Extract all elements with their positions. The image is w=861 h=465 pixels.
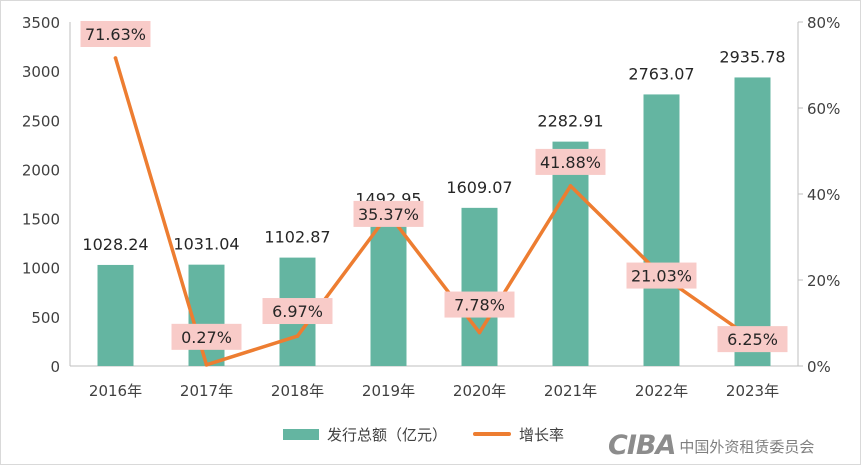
growth-rate-line [113,56,755,367]
legend-item-bar: 发行总额（亿元） [283,424,447,445]
y-right-tick-label: 40% [807,186,840,204]
y-left-tick-label: 1000 [22,260,60,278]
rate-label-box [444,291,515,318]
y-right-tick-label: 0% [807,358,831,376]
legend: 发行总额（亿元） 增长率 [283,424,590,444]
bar [734,77,771,366]
bar [97,264,134,366]
bar-data-label: 1102.87 [264,228,330,247]
x-tick-label: 2023年 [726,382,779,400]
y-left-tick-label: 500 [31,309,60,327]
legend-swatch-line [473,432,512,436]
y-left-tick-label: 3000 [22,63,60,81]
growth-rate-point [568,184,573,188]
y-left-tick-label: 3500 [22,14,60,32]
growth-rate-point [113,56,118,60]
x-tick-label: 2020年 [453,382,506,400]
legend-label-bar: 发行总额（亿元） [327,425,448,444]
brand-mark: CIBA 中国外资租赁委员会 [608,430,815,461]
rate-data-label: 6.97% [272,302,323,321]
rate-label-box [717,326,788,353]
x-tick-label: 2018年 [271,382,324,400]
growth-rate-point [477,330,482,335]
x-tick-label: 2019年 [362,382,415,400]
bar-data-label: 2763.07 [628,64,694,83]
bar-data-label: 2935.78 [719,47,785,66]
rate-label-box [262,298,333,325]
x-tick-label: 2021年 [544,382,597,400]
rate-data-label: 6.25% [727,330,778,349]
x-tick-label: 2022年 [635,382,688,400]
rate-label-box [535,148,606,175]
rate-data-label: 7.78% [454,296,505,315]
y-right-tick-label: 60% [807,100,840,118]
y-left-tick-label: 2500 [22,112,60,130]
growth-rate-point [204,363,209,367]
rate-label-box [80,20,151,47]
bar-data-label: 1609.07 [446,178,512,197]
rate-data-label: 0.27% [181,328,232,347]
y-right-tick-label: 20% [807,272,840,290]
legend-swatch-bar [283,428,319,440]
y-left-tick-label: 2000 [22,161,60,179]
rate-label-box [171,323,242,350]
y-right-tick-label: 80% [807,14,840,32]
x-tick-label: 2016年 [89,382,142,400]
bar-data-label: 1031.04 [173,235,239,254]
bar [188,264,225,366]
legend-item-line: 增长率 [473,424,564,445]
x-tick-label: 2017年 [180,382,233,400]
rate-label-box [626,262,697,289]
bar [643,94,680,367]
brand-name: 中国外资租赁委员会 [679,437,815,456]
growth-rate-point [295,334,300,338]
bar [370,219,407,366]
legend-label-line: 增长率 [519,425,565,444]
bar [461,207,498,366]
rate-label-box [353,200,424,227]
rate-data-label: 21.03% [631,267,692,286]
rate-data-label: 41.88% [540,153,601,172]
rate-data-label: 71.63% [85,25,146,44]
y-left-tick-label: 0 [50,358,60,376]
y-left-tick-label: 1500 [22,211,60,229]
brand-logo: CIBA [608,430,676,461]
rate-data-label: 35.37% [358,205,419,224]
bar-data-label: 2282.91 [537,112,603,131]
bar-data-label: 1028.24 [82,235,148,254]
bar [552,141,589,366]
